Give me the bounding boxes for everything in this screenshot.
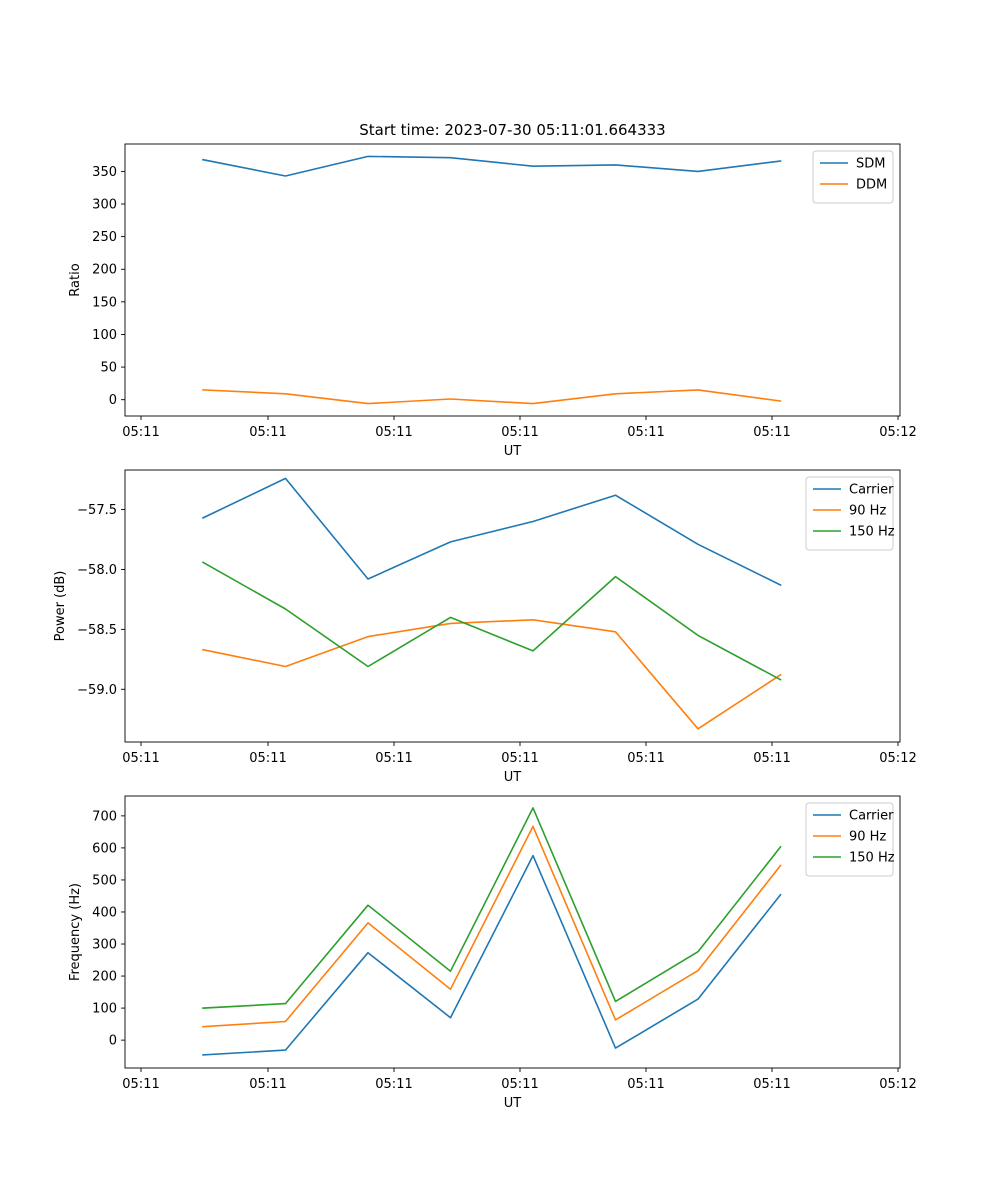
x-tick-label: 05:11 xyxy=(753,1077,790,1092)
legend: SDM DDM xyxy=(812,150,894,204)
y-tick-label: −58.5 xyxy=(77,623,117,638)
y-tick-label: 350 xyxy=(92,165,117,180)
y-tick-label: 100 xyxy=(92,1002,117,1017)
subplot-2: 05:11 05:11 05:11 05:11 05:11 05:11 05:12 −59.0… xyxy=(53,469,917,785)
subplot-1: 05:11 05:11 05:11 05:11 05:11 05:11 05:12 0 50 10… xyxy=(68,121,917,459)
y-tick-label: −57.5 xyxy=(77,503,117,518)
x-tick-label: 05:11 xyxy=(753,751,790,766)
axes-frame xyxy=(124,143,901,417)
y-tick-label: 400 xyxy=(92,905,117,920)
x-tick-label: 05:11 xyxy=(375,751,412,766)
x-axis-label: UT xyxy=(504,444,522,459)
y-tick-label: 200 xyxy=(92,970,117,985)
legend-label: 90 Hz xyxy=(849,830,886,845)
x-tick-label: 05:12 xyxy=(879,751,916,766)
y-tick-label: −59.0 xyxy=(77,683,117,698)
series-line-sdm xyxy=(202,155,782,177)
x-tick-label: 05:11 xyxy=(122,425,159,440)
legend-label: Carrier xyxy=(849,809,894,824)
legend-label: DDM xyxy=(856,178,887,193)
y-tick-label: 200 xyxy=(92,263,117,278)
series-line-carrier xyxy=(202,854,782,1056)
series-line-90-hz xyxy=(202,618,782,730)
x-tick-label: 05:12 xyxy=(879,425,916,440)
x-tick-label: 05:11 xyxy=(501,425,538,440)
subplot-3: 05:11 05:11 05:11 05:11 05:11 05:11 05:12 0 100 2… xyxy=(68,795,917,1111)
y-tick-label: 300 xyxy=(92,198,117,213)
y-tick-label: 300 xyxy=(92,938,117,953)
x-tick-label: 05:11 xyxy=(375,1077,412,1092)
y-tick-label: 700 xyxy=(92,809,117,824)
x-tick-label: 05:11 xyxy=(627,1077,664,1092)
y-tick-label: 50 xyxy=(100,361,117,376)
y-tick-label: 600 xyxy=(92,841,117,856)
x-tick-label: 05:11 xyxy=(122,751,159,766)
y-axis-label: Power (dB) xyxy=(53,571,68,642)
legend-label: 90 Hz xyxy=(849,504,886,519)
x-tick-label: 05:11 xyxy=(627,425,664,440)
x-tick-label: 05:11 xyxy=(249,425,286,440)
y-tick-label: 150 xyxy=(92,295,117,310)
x-tick-label: 05:11 xyxy=(375,425,412,440)
legend: Carrier 90 Hz 150 Hz xyxy=(805,476,895,551)
x-tick-label: 05:11 xyxy=(501,1077,538,1092)
subplots: 05:11 05:11 05:11 05:11 05:11 05:11 05:12 0 50 10… xyxy=(53,121,917,1111)
series-line-ddm xyxy=(202,389,782,405)
legend-label: Carrier xyxy=(849,483,894,498)
y-tick-label: 250 xyxy=(92,230,117,245)
axes-frame xyxy=(124,795,901,1069)
y-tick-label: 0 xyxy=(109,1034,117,1049)
y-tick-label: 0 xyxy=(109,393,117,408)
y-tick-label: −58.0 xyxy=(77,563,117,578)
legend-box xyxy=(812,150,894,204)
series-line-150-hz xyxy=(201,561,782,681)
x-tick-label: 05:11 xyxy=(122,1077,159,1092)
x-tick-label: 05:11 xyxy=(249,1077,286,1092)
x-axis-label: UT xyxy=(504,770,522,785)
x-tick-label: 05:11 xyxy=(249,751,286,766)
x-tick-label: 05:11 xyxy=(501,751,538,766)
legend: Carrier 90 Hz 150 Hz xyxy=(805,802,895,877)
series-line-carrier xyxy=(201,477,782,587)
x-tick-label: 05:11 xyxy=(627,751,664,766)
y-axis-label: Ratio xyxy=(68,263,83,296)
axes-frame xyxy=(124,469,901,743)
y-tick-label: 500 xyxy=(92,873,117,888)
legend-label: 150 Hz xyxy=(849,525,895,540)
legend-label: SDM xyxy=(856,157,885,172)
x-tick-label: 05:12 xyxy=(879,1077,916,1092)
legend-label: 150 Hz xyxy=(849,851,895,866)
chart-title: Start time: 2023-07-30 05:11:01.664333 xyxy=(359,121,665,139)
y-axis-label: Frequency (Hz) xyxy=(68,883,83,981)
series-line-150-hz xyxy=(202,807,782,1009)
series-line-90-hz xyxy=(202,825,782,1028)
x-axis-label: UT xyxy=(504,1096,522,1111)
x-tick-label: 05:11 xyxy=(753,425,790,440)
y-tick-label: 100 xyxy=(92,328,117,343)
